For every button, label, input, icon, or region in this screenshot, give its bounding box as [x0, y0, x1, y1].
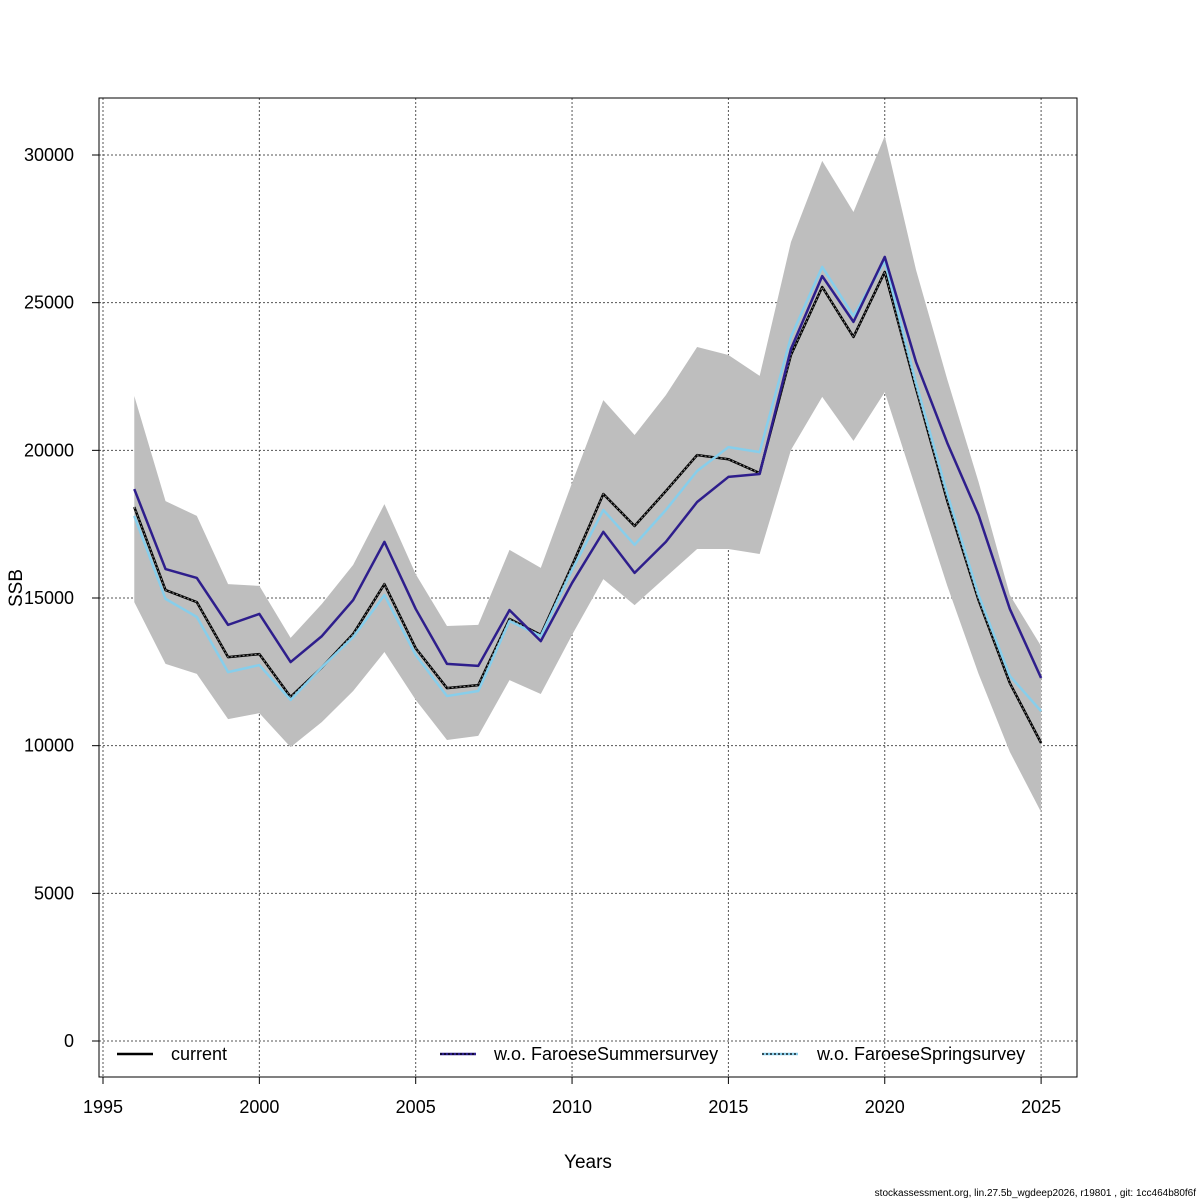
x-tick-label: 2005	[396, 1097, 436, 1117]
y-tick-label: 0	[64, 1031, 74, 1051]
legend: current w.o. FaroeseSummersurvey w.o. Faro…	[117, 1044, 1025, 1064]
legend-label: w.o. FaroeseSummersurvey	[493, 1044, 718, 1064]
legend-label: current	[171, 1044, 227, 1064]
y-tick-label: 5000	[34, 883, 74, 903]
x-tick-label: 2010	[552, 1097, 592, 1117]
plot-frame	[98, 97, 1078, 1078]
y-tick-label: 10000	[24, 736, 74, 756]
y-axis-label: SSB	[6, 569, 27, 607]
y-tick-label: 30000	[24, 145, 74, 165]
x-tick-label: 2015	[708, 1097, 748, 1117]
series-line-dash-overlay	[133, 270, 1042, 744]
x-axis-label: Years	[564, 1152, 612, 1173]
y-tick-label: 20000	[24, 440, 74, 460]
x-tick-label: 2025	[1021, 1097, 1061, 1117]
x-axis: 1995 2000 2005 2010 2015 2020 2025	[83, 1077, 1061, 1117]
series-line-w-o-faroesespringsurvey	[133, 259, 1043, 712]
x-tick-label: 2000	[239, 1097, 279, 1117]
legend-label: w.o. FaroeseSpringsurvey	[816, 1044, 1025, 1064]
x-tick-label: 2020	[865, 1097, 905, 1117]
footer-text: stockassessment.org, lin.27.5b_wgdeep202…	[875, 1188, 1197, 1199]
y-tick-label: 25000	[24, 293, 74, 313]
y-axis: 0 5000 10000 15000 20000 25000 30000	[24, 145, 99, 1051]
series-line-w-o-faroesesummersurvey	[133, 255, 1043, 679]
x-tick-label: 1995	[83, 1097, 123, 1117]
confidence-band	[134, 136, 1042, 813]
series-lines	[133, 255, 1043, 744]
y-tick-label: 15000	[24, 588, 74, 608]
